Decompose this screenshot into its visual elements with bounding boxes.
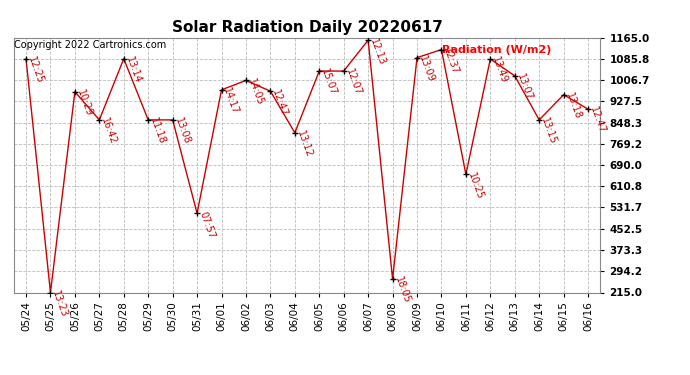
Text: 12:13: 12:13 <box>368 37 387 66</box>
Text: 12:37: 12:37 <box>442 46 460 76</box>
Text: Radiation (W/m2): Radiation (W/m2) <box>442 45 551 55</box>
Text: 18:05: 18:05 <box>393 276 411 305</box>
Text: 12:47: 12:47 <box>270 88 289 117</box>
Text: 15:07: 15:07 <box>319 68 338 98</box>
Text: 12:47: 12:47 <box>588 106 607 135</box>
Text: 14:17: 14:17 <box>221 86 240 116</box>
Text: 16:42: 16:42 <box>99 117 118 146</box>
Title: Solar Radiation Daily 20220617: Solar Radiation Daily 20220617 <box>172 20 442 35</box>
Text: 12:25: 12:25 <box>26 56 45 85</box>
Text: 10:25: 10:25 <box>466 171 485 201</box>
Text: 13:07: 13:07 <box>515 72 533 102</box>
Text: 12:07: 12:07 <box>344 68 363 98</box>
Text: 13:12: 13:12 <box>295 129 314 159</box>
Text: 13:15: 13:15 <box>539 117 558 146</box>
Text: 13:08: 13:08 <box>172 117 192 146</box>
Text: 13:23: 13:23 <box>50 289 70 319</box>
Text: 13:49: 13:49 <box>491 56 509 85</box>
Text: 13:14: 13:14 <box>124 56 143 85</box>
Text: 07:57: 07:57 <box>197 210 216 240</box>
Text: Copyright 2022 Cartronics.com: Copyright 2022 Cartronics.com <box>14 40 166 50</box>
Text: 13:18: 13:18 <box>564 91 582 121</box>
Text: 11:18: 11:18 <box>148 117 167 146</box>
Text: 10:29: 10:29 <box>75 88 94 118</box>
Text: 14:05: 14:05 <box>246 77 265 106</box>
Text: 13:09: 13:09 <box>417 54 436 84</box>
